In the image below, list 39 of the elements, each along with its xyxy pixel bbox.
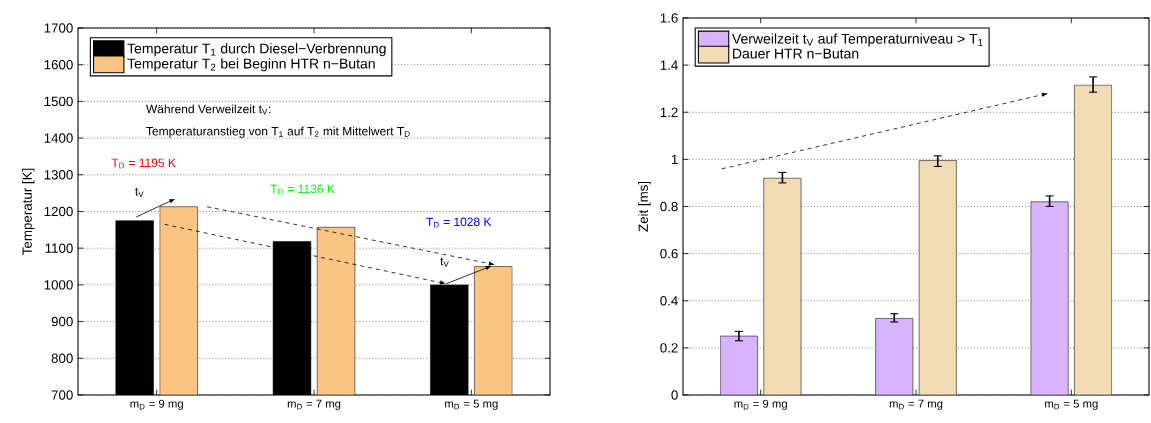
y-tick-label: 1400: [44, 133, 73, 143]
y-tick-label: 900: [51, 316, 73, 327]
y-tick-label: 1100: [45, 243, 73, 253]
annotation: Während Verweilzeit t$_{V}$:: [146, 104, 271, 115]
y-tick-label: 1.4: [660, 60, 678, 70]
y-tick-label: 0.6: [660, 248, 678, 259]
x-tick-label: m$_{D}$ = 9 mg: [130, 399, 183, 410]
annotation: T$_{D}$ = 1028 K: [426, 217, 492, 228]
y-tick-label: 0.8: [660, 201, 678, 212]
y-tick-label: 700: [51, 390, 73, 400]
y-tick-label: 1600: [44, 59, 73, 70]
annotation: T$_{D}$ = 1136 K: [270, 184, 335, 195]
annotation: t$_{V}$: [440, 257, 449, 267]
x-tick-label: m$_{D}$ = 5 mg: [445, 399, 498, 410]
legend-label: Temperatur T$_{2}$ bei Beginn HTR n−Butan: [127, 58, 375, 72]
y-tick-label: 800: [51, 353, 73, 363]
y-tick-label: 0: [671, 390, 678, 400]
annotation: t$_{V}$: [135, 187, 144, 197]
x-tick-label: m$_{D}$ = 7 mg: [287, 399, 341, 410]
y-tick-label: 1700: [44, 23, 73, 33]
y-tick-label: 1.6: [660, 13, 678, 23]
y-tick-label: 1500: [44, 96, 73, 107]
x-tick-label: m$_{D}$ = 5 mg: [1045, 399, 1098, 410]
y-axis-title: Temperatur [K]: [22, 168, 35, 255]
legend-label: Dauer HTR n−Butan: [733, 48, 859, 59]
y-tick-label: 1.2: [660, 107, 678, 117]
y-axis-title: Zeit [ms]: [638, 181, 651, 232]
y-tick-label: 0.2: [660, 343, 678, 353]
annotation: Temperaturanstieg von T$_{1}$ auf T$_{2}$ mit Mittelwert T$_{D}$: [146, 126, 410, 138]
x-tick-label: m$_{D}$ = 9 mg: [734, 399, 787, 410]
x-tick-label: m$_{D}$ = 7 mg: [889, 399, 943, 410]
y-tick-label: 1300: [44, 170, 73, 180]
y-tick-label: 1000: [44, 280, 73, 290]
y-tick-label: 1: [671, 154, 678, 164]
y-tick-label: 0.4: [660, 296, 678, 306]
y-tick-label: 1200: [44, 206, 73, 217]
legend-label: Temperatur T$_{1}$ durch Diesel−Verbrennung: [127, 43, 386, 57]
annotation: T$_{D}$ = 1195 K: [111, 158, 176, 169]
legend-label: Verweilzeit t$_{V}$ auf Temperaturniveau > T$_{1}$: [732, 33, 983, 47]
